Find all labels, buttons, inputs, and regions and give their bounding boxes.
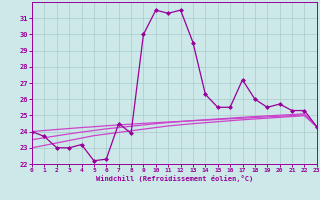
X-axis label: Windchill (Refroidissement éolien,°C): Windchill (Refroidissement éolien,°C)	[96, 175, 253, 182]
